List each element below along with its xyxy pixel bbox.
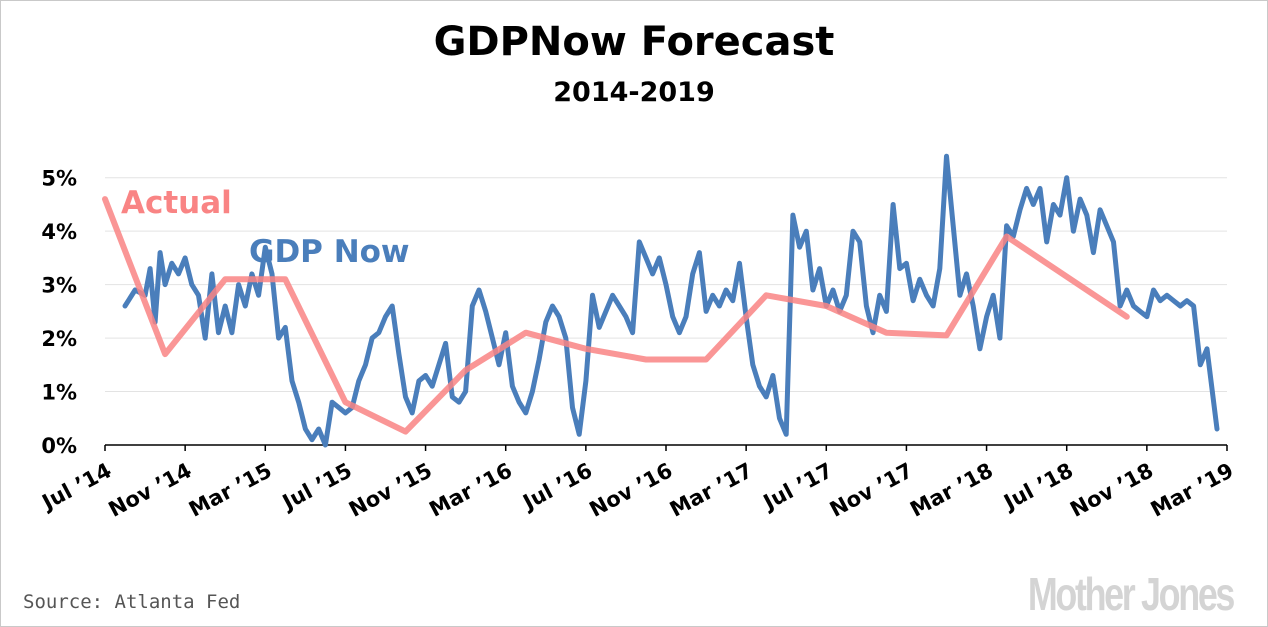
y-tick-label: 1% (41, 381, 77, 405)
y-tick-label: 2% (41, 327, 77, 351)
x-tick-label: Jul ’16 (517, 458, 596, 515)
y-tick-label: 5% (41, 167, 77, 191)
y-tick-label: 3% (41, 274, 77, 298)
x-tick-label: Mar ’15 (185, 458, 276, 521)
x-tick-label: Jul ’14 (37, 458, 116, 515)
x-tick-label: Jul ’18 (998, 458, 1077, 515)
x-tick-label: Mar ’17 (666, 458, 757, 521)
x-tick-label: Nov ’18 (1066, 458, 1157, 522)
mother-jones-logo: Mother Jones (1027, 568, 1236, 620)
series-labels: Actual GDP Now (121, 185, 410, 270)
y-tick-label: 0% (41, 434, 77, 458)
gdpnow-label: GDP Now (249, 234, 410, 270)
chart-subtitle: 2014-2019 (553, 77, 715, 108)
x-tick-label: Nov ’15 (345, 458, 436, 522)
series-group (102, 153, 1220, 448)
chart-title: GDPNow Forecast (433, 19, 835, 65)
x-tick-label: Nov ’17 (826, 458, 917, 522)
gdpnow-line (122, 153, 1220, 448)
actual-line (102, 196, 1130, 435)
x-tick-label: Mar ’16 (425, 458, 516, 521)
x-tick-label: Mar ’19 (1147, 458, 1238, 521)
y-axis: 0% 1% 2% 3% 4% 5% (41, 167, 77, 458)
actual-label: Actual (121, 185, 232, 221)
y-tick-label: 4% (41, 220, 77, 244)
x-tick-label: Nov ’14 (105, 458, 196, 522)
x-tick-label: Jul ’15 (277, 458, 356, 515)
x-tick-label: Jul ’17 (758, 458, 837, 515)
x-tick-label: Mar ’18 (906, 458, 997, 521)
source-note: Source: Atlanta Fed (23, 591, 241, 613)
x-tick-label: Nov ’16 (585, 458, 676, 522)
